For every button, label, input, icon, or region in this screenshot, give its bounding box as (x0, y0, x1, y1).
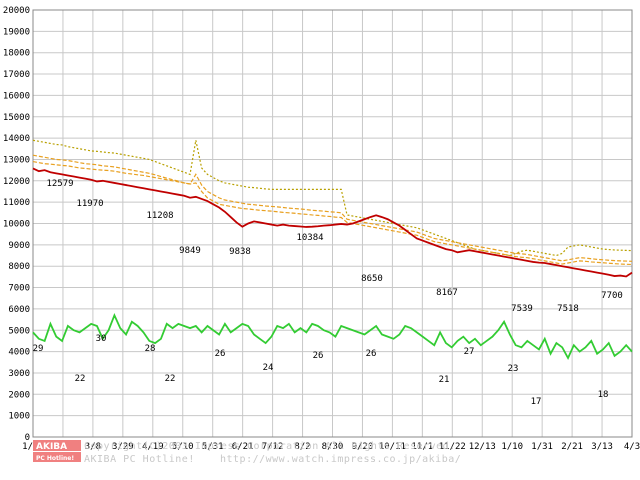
data-label-green: 23 (508, 364, 519, 374)
akiba-logo-text: AKIBA (36, 442, 67, 452)
site-url: http://www.watch.impress.co.jp/akiba/ (220, 454, 461, 465)
y-tick-label: 12000 (3, 177, 30, 187)
y-tick-label: 18000 (3, 49, 30, 59)
x-tick-label: 4/3 (624, 442, 640, 452)
x-tick-label: 11/1 (412, 442, 434, 452)
data-label-green: 26 (215, 349, 226, 359)
y-tick-label: 17000 (3, 70, 30, 80)
x-tick-label: 1/31 (531, 442, 553, 452)
x-tick-label: 5/31 (202, 442, 224, 452)
x-tick-label: 3/8 (85, 442, 101, 452)
y-tick-label: 19000 (3, 27, 30, 37)
akiba-logo-badge (33, 440, 81, 451)
x-tick-label: 4/19 (142, 442, 164, 452)
y-tick-label: 3000 (8, 369, 30, 379)
series-line-count-green (32, 312, 633, 361)
data-label-red: 9838 (229, 247, 251, 257)
y-tick-label: 14000 (3, 134, 30, 144)
y-tick-label: 15000 (3, 113, 30, 123)
y-tick-label: 13000 (3, 155, 30, 165)
data-label-red: 11970 (76, 199, 103, 209)
x-tick-label: 12/13 (469, 442, 496, 452)
data-label-red: 7518 (557, 304, 579, 314)
data-label-green: 22 (165, 374, 176, 384)
data-label-green: 22 (75, 374, 86, 384)
data-label-green: 21 (439, 375, 450, 385)
data-label-green: 17 (531, 397, 542, 407)
data-label-green: 28 (145, 344, 156, 354)
x-axis-ticks: 1/252/153/83/294/195/105/316/217/128/28/… (22, 442, 640, 452)
data-label-red: 9849 (179, 246, 201, 256)
y-axis-ticks: 2000019000180001700016000150001400013000… (3, 6, 30, 443)
series-line-upper-orange (32, 154, 633, 262)
data-label-green: 27 (464, 347, 475, 357)
footer-watermark: AKIBA PC Hotline! Copyright(C)2003 Impre… (33, 440, 461, 465)
x-tick-label: 1/10 (501, 442, 523, 452)
y-tick-label: 9000 (8, 241, 30, 251)
data-label-red: 11208 (146, 211, 173, 221)
x-tick-label: 8/30 (322, 442, 344, 452)
y-tick-label: 1000 (8, 412, 30, 422)
x-tick-label: 5/10 (172, 442, 194, 452)
copyright-line: Copyright(C)2003 Impress Corporation All… (84, 441, 456, 452)
akiba-logo-badge-sub (33, 452, 81, 462)
x-tick-label: 2/21 (561, 442, 583, 452)
data-label-green: 26 (313, 351, 324, 361)
data-label-green: 26 (366, 349, 377, 359)
data-label-red: 8650 (361, 274, 383, 284)
data-label-red: 12579 (46, 179, 73, 189)
x-tick-label: 3/13 (591, 442, 613, 452)
y-tick-label: 6000 (8, 305, 30, 315)
y-tick-label: 20000 (3, 6, 30, 16)
x-tick-label: 3/29 (112, 442, 134, 452)
x-tick-label: 6/21 (232, 442, 254, 452)
y-tick-label: 11000 (3, 198, 30, 208)
data-label-red: 8167 (436, 288, 458, 298)
x-tick-label: 8/2 (294, 442, 310, 452)
y-tick-label: 16000 (3, 91, 30, 101)
data-label-green: 30 (96, 334, 107, 344)
x-tick-label: 11/22 (439, 442, 466, 452)
series-line-average-red (32, 167, 633, 278)
y-tick-label: 5000 (8, 326, 30, 336)
y-tick-label: 2000 (8, 390, 30, 400)
data-label-green: 18 (598, 390, 609, 400)
y-tick-label: 8000 (8, 262, 30, 272)
series-line-lower-orange (32, 160, 633, 266)
data-label-green: 24 (263, 363, 274, 373)
data-label-green: 29 (33, 344, 44, 354)
y-tick-label: 10000 (3, 220, 30, 230)
y-tick-label: 7000 (8, 284, 30, 294)
akiba-logo-subtext: PC Hotline! (36, 455, 74, 462)
plot-area (32, 139, 633, 361)
series-line-max-dotted (32, 139, 633, 257)
x-tick-label: 7/12 (262, 442, 284, 452)
data-label-red: 7700 (601, 291, 623, 301)
data-label-red: 7539 (511, 304, 533, 314)
site-name: AKIBA PC Hotline! (84, 454, 195, 465)
x-tick-label: 10/11 (379, 442, 406, 452)
y-tick-label: 0 (25, 433, 30, 443)
y-tick-label: 4000 (8, 348, 30, 358)
gridlines (32, 9, 633, 438)
x-tick-label: 9/20 (352, 442, 374, 452)
data-label-red: 10384 (296, 233, 323, 243)
